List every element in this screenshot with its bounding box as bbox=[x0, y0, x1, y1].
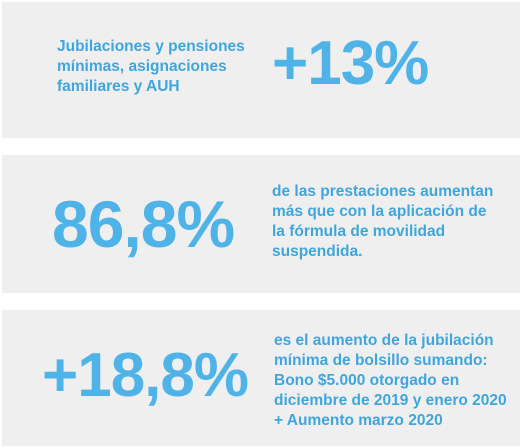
description-line: Jubilaciones y pensiones bbox=[57, 38, 245, 55]
stat-value: 86,8% bbox=[52, 187, 235, 261]
stat-card-benefits-increase: 86,8% de las prestaciones aumentan más q… bbox=[2, 155, 520, 293]
description-line: de las prestaciones aumentan bbox=[272, 183, 494, 200]
description-line: suspendida. bbox=[272, 243, 363, 260]
stat-card-minimum-pensions: Jubilaciones y pensiones mínimas, asigna… bbox=[2, 2, 520, 138]
description-line: la fórmula de movilidad bbox=[272, 223, 446, 240]
stat-description: de las prestaciones aumentan más que con… bbox=[272, 182, 512, 262]
stat-description: es el aumento de la jubilación mínima de… bbox=[274, 331, 514, 431]
description-line: + Aumento marzo 2020 bbox=[274, 412, 443, 429]
description-line: es el aumento de la jubilación bbox=[274, 332, 494, 349]
stat-value: +13% bbox=[272, 29, 429, 98]
description-line: mínimas, asignaciones bbox=[57, 58, 227, 75]
description-line: diciembre de 2019 y enero 2020 bbox=[274, 392, 507, 409]
stat-description: Jubilaciones y pensiones mínimas, asigna… bbox=[57, 37, 267, 97]
description-line: familiares y AUH bbox=[57, 78, 180, 95]
stat-value: +18,8% bbox=[42, 341, 249, 410]
description-line: más que con la aplicación de bbox=[272, 203, 487, 220]
description-line: mínima de bolsillo sumando: bbox=[274, 352, 488, 369]
description-line: Bono $5.000 otorgado en bbox=[274, 372, 460, 389]
stat-card-pocket-increase: +18,8% es el aumento de la jubilación mí… bbox=[2, 310, 520, 446]
